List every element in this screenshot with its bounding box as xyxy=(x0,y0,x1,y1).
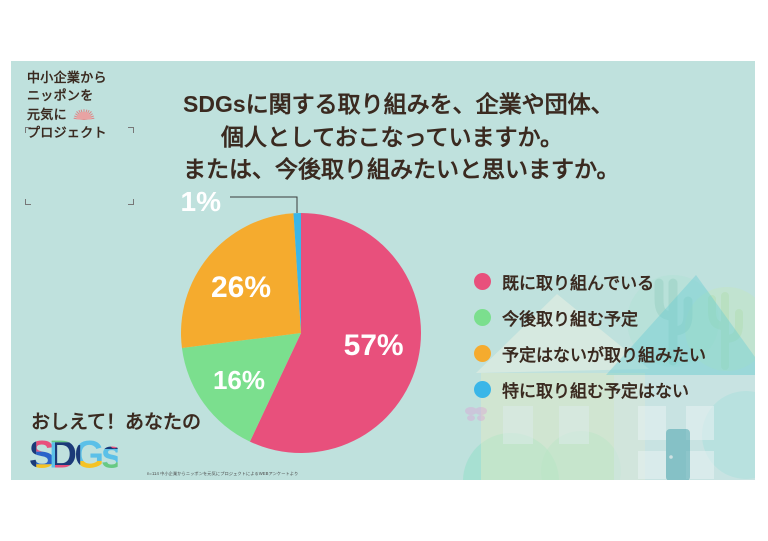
svg-text:26%: 26% xyxy=(211,271,271,304)
svg-text:57%: 57% xyxy=(344,329,404,362)
svg-text:1%: 1% xyxy=(181,186,222,217)
svg-text:16%: 16% xyxy=(213,365,265,395)
